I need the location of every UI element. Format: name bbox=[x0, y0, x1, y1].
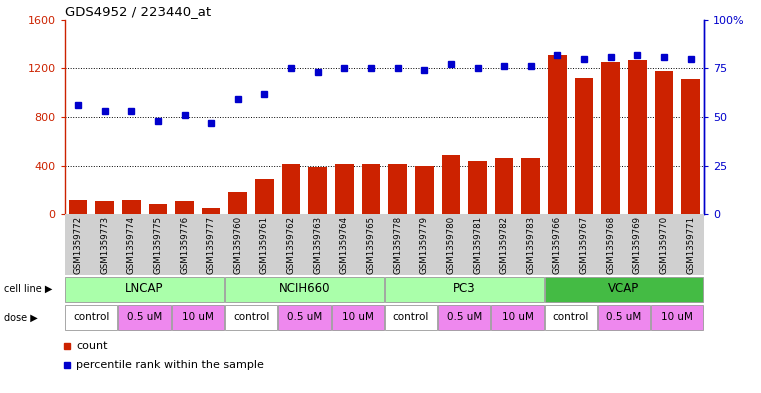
Text: 0.5 uM: 0.5 uM bbox=[127, 312, 162, 322]
Text: GSM1359763: GSM1359763 bbox=[314, 216, 322, 274]
Bar bbox=[148, 204, 167, 214]
Bar bbox=[385, 277, 543, 302]
Text: 10 uM: 10 uM bbox=[661, 312, 693, 322]
Text: GSM1359775: GSM1359775 bbox=[154, 216, 162, 274]
Bar bbox=[651, 305, 703, 330]
Bar bbox=[575, 78, 594, 214]
Bar bbox=[468, 161, 487, 214]
Text: GSM1359760: GSM1359760 bbox=[234, 216, 242, 274]
Text: 0.5 uM: 0.5 uM bbox=[447, 312, 482, 322]
Bar bbox=[335, 164, 354, 214]
Bar bbox=[282, 164, 301, 214]
Bar bbox=[119, 305, 170, 330]
Bar bbox=[172, 305, 224, 330]
Text: GSM1359772: GSM1359772 bbox=[74, 216, 82, 274]
Bar bbox=[122, 200, 141, 214]
Text: control: control bbox=[552, 312, 589, 322]
Text: 10 uM: 10 uM bbox=[182, 312, 214, 322]
Text: GSM1359781: GSM1359781 bbox=[473, 216, 482, 274]
Text: GSM1359767: GSM1359767 bbox=[580, 216, 588, 274]
Bar bbox=[628, 60, 647, 214]
Bar bbox=[495, 158, 514, 214]
Bar bbox=[68, 200, 88, 214]
Bar bbox=[308, 167, 327, 214]
Text: count: count bbox=[76, 340, 107, 351]
Text: GSM1359776: GSM1359776 bbox=[180, 216, 189, 274]
Bar bbox=[279, 305, 330, 330]
Bar bbox=[255, 179, 274, 214]
Bar bbox=[202, 208, 221, 214]
Bar bbox=[361, 164, 380, 214]
Bar bbox=[601, 62, 620, 214]
Text: GSM1359780: GSM1359780 bbox=[447, 216, 455, 274]
Bar bbox=[225, 305, 277, 330]
Text: GSM1359777: GSM1359777 bbox=[207, 216, 215, 274]
Text: dose ▶: dose ▶ bbox=[4, 312, 37, 323]
Bar bbox=[654, 71, 673, 214]
Bar bbox=[65, 277, 224, 302]
Bar bbox=[225, 277, 384, 302]
Bar bbox=[385, 305, 437, 330]
Text: LNCAP: LNCAP bbox=[126, 282, 164, 295]
Text: GSM1359778: GSM1359778 bbox=[393, 216, 402, 274]
Bar bbox=[95, 201, 114, 214]
Text: GSM1359773: GSM1359773 bbox=[100, 216, 109, 274]
Bar bbox=[598, 305, 650, 330]
Text: GSM1359766: GSM1359766 bbox=[553, 216, 562, 274]
Text: control: control bbox=[73, 312, 110, 322]
Text: GSM1359765: GSM1359765 bbox=[367, 216, 375, 274]
Text: 0.5 uM: 0.5 uM bbox=[287, 312, 322, 322]
Bar bbox=[438, 305, 490, 330]
Text: percentile rank within the sample: percentile rank within the sample bbox=[76, 360, 264, 370]
Text: GSM1359762: GSM1359762 bbox=[287, 216, 295, 274]
Text: 0.5 uM: 0.5 uM bbox=[607, 312, 642, 322]
Text: GSM1359768: GSM1359768 bbox=[607, 216, 615, 274]
Text: control: control bbox=[393, 312, 429, 322]
Text: GSM1359769: GSM1359769 bbox=[633, 216, 642, 274]
Text: GDS4952 / 223440_at: GDS4952 / 223440_at bbox=[65, 6, 211, 18]
Text: GSM1359779: GSM1359779 bbox=[420, 216, 428, 274]
Text: GSM1359782: GSM1359782 bbox=[500, 216, 508, 274]
Bar bbox=[388, 164, 407, 214]
Text: cell line ▶: cell line ▶ bbox=[4, 284, 53, 294]
Bar bbox=[521, 158, 540, 214]
Bar bbox=[545, 305, 597, 330]
Text: GSM1359761: GSM1359761 bbox=[260, 216, 269, 274]
Text: 10 uM: 10 uM bbox=[501, 312, 533, 322]
Text: control: control bbox=[233, 312, 269, 322]
Bar bbox=[441, 154, 460, 214]
Bar bbox=[681, 79, 700, 214]
Bar bbox=[492, 305, 543, 330]
Bar bbox=[548, 55, 567, 214]
Bar bbox=[332, 305, 384, 330]
Bar bbox=[65, 305, 117, 330]
Text: GSM1359774: GSM1359774 bbox=[127, 216, 135, 274]
Text: GSM1359771: GSM1359771 bbox=[686, 216, 695, 274]
Text: VCAP: VCAP bbox=[608, 282, 640, 295]
Text: NCIH660: NCIH660 bbox=[279, 282, 330, 295]
Text: GSM1359770: GSM1359770 bbox=[660, 216, 668, 274]
Bar bbox=[228, 192, 247, 214]
Text: 10 uM: 10 uM bbox=[342, 312, 374, 322]
Text: GSM1359764: GSM1359764 bbox=[340, 216, 349, 274]
Bar bbox=[545, 277, 703, 302]
Bar bbox=[415, 165, 434, 214]
Text: PC3: PC3 bbox=[453, 282, 476, 295]
Text: GSM1359783: GSM1359783 bbox=[527, 216, 535, 274]
Bar bbox=[175, 201, 194, 214]
